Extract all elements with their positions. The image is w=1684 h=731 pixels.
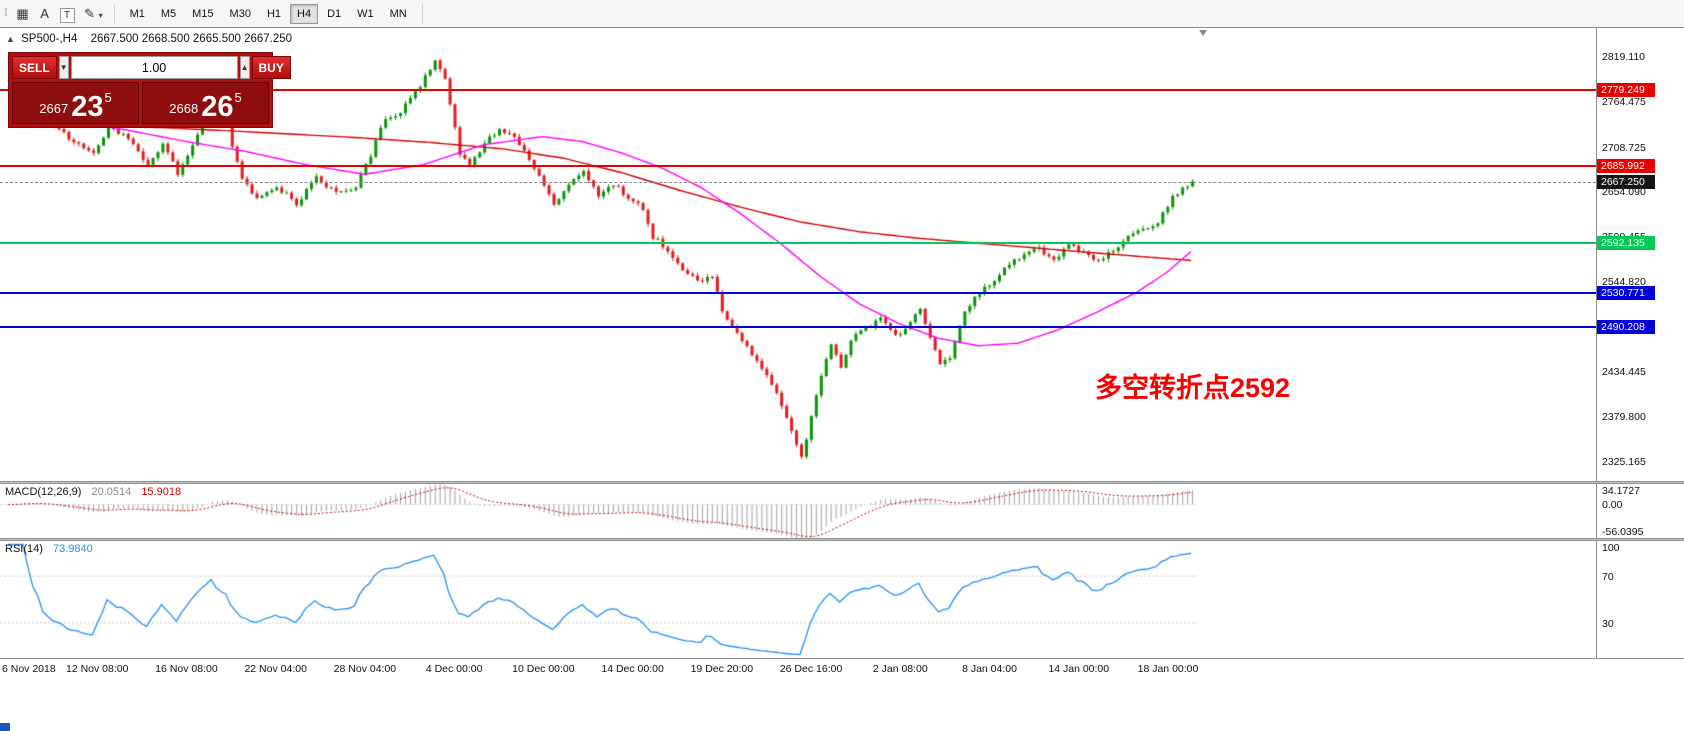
timeframe-button-W1[interactable]: W1 [350,4,381,24]
time-axis-label: 2 Jan 08:00 [872,663,928,675]
ohlc-values: 2667.500 2668.500 2665.500 2667.250 [90,33,293,45]
price-level-badge: 2530.771 [1597,286,1655,301]
price-axis-label: 2764.475 [1602,95,1646,108]
price-axis-label: 2708.725 [1602,141,1646,154]
bid-price-display[interactable]: 2667 23 5 [12,82,139,124]
top-toolbar: ⁞⁞ ▦ A T ✎ ▾ M1 M5 M15 M30 H1 H4 D1 W1 MN [0,0,1684,28]
level-line-2779.249[interactable] [0,88,1596,91]
chart-window: ▲ SP500-,H4 2667.500 2668.500 2665.500 2… [0,28,1684,678]
ask-price-pip: 5 [234,90,242,105]
toolbar-separator [421,3,423,24]
price-axis-label: 2434.445 [1602,366,1646,379]
time-axis[interactable]: 6 Nov 2018 12 Nov 08:00 16 Nov 08:00 22 Nov… [0,658,1684,678]
price-axis-label: 2379.800 [1602,411,1646,424]
price-chart-canvas[interactable] [0,28,1596,678]
timeframe-button-M1[interactable]: M1 [123,4,152,24]
time-axis-label: 22 Nov 04:00 [244,663,307,675]
rsi-axis-label: 100 [1602,542,1620,554]
rsi-value: 73.9840 [52,543,93,555]
time-axis-label: 28 Nov 04:00 [333,663,397,675]
price-level-badge: 2779.249 [1597,82,1655,97]
chart-shift-marker[interactable] [1199,30,1207,36]
timeframe-button-H1[interactable]: H1 [260,4,288,24]
bid-price-big-digits: 23 [71,91,104,124]
timeframe-button-MN[interactable]: MN [383,4,414,24]
macd-main-value: 20.0514 [91,486,132,498]
level-line-2490.208[interactable] [0,325,1596,328]
price-level-badge: 2685.992 [1597,159,1655,174]
timeframe-button-M30[interactable]: M30 [223,4,258,24]
time-axis-label: 18 Jan 00:00 [1137,663,1199,675]
ask-price-big-digits: 26 [201,91,234,124]
dropdown-caret-icon[interactable]: ▾ [98,10,103,20]
rsi-axis-label: 70 [1602,571,1614,584]
trade-controls-row: SELL ▼ ▲ BUY [12,56,291,79]
timeframe-button-M5[interactable]: M5 [154,4,183,24]
volume-input[interactable] [70,56,238,79]
time-axis-label: 14 Dec 00:00 [601,663,664,675]
price-axis-label: 2325.165 [1602,456,1646,468]
current-price-badge: 2667.250 [1597,174,1655,189]
time-axis-label: 6 Nov 2018 [2,663,56,675]
timeframe-button-D1[interactable]: D1 [320,4,348,24]
toolbar-separator [113,3,115,24]
ask-price-display[interactable]: 2668 26 5 [142,82,269,124]
time-axis-label: 19 Dec 20:00 [690,663,754,675]
price-axis-label: 2544.820 [1602,275,1646,288]
time-axis-label: 8 Jan 04:00 [962,663,1017,675]
bottom-left-marker [0,723,10,731]
level-line-2530.771[interactable] [0,292,1596,295]
price-axis-label: 2819.110 [1602,51,1646,63]
macd-indicator-label: MACD(12,26,9) 20.0514 15.9018 [5,486,181,498]
sell-button[interactable]: SELL [12,56,57,79]
bottom-strip [0,678,1684,731]
chart-title: ▲ SP500-,H4 2667.500 2668.500 2665.500 2… [6,33,292,45]
price-level-badge: 2490.208 [1597,319,1655,334]
quote-display-row: 2667 23 5 2668 26 5 [12,82,269,124]
rsi-axis-label: 30 [1602,617,1614,630]
rsi-indicator-label: RSI(14) 73.9840 [5,543,93,555]
price-axis[interactable]: 2819.1102764.4752708.7252654.0902599.455… [1596,28,1684,678]
volume-increase-button[interactable]: ▲ [239,56,250,79]
rsi-name: RSI(14) [5,543,43,555]
toolbar-drag-handle[interactable]: ⁞⁞ [4,8,7,19]
bid-price-pip: 5 [104,90,112,105]
timeframe-button-M15[interactable]: M15 [185,4,220,24]
pane-separator-rsi[interactable] [0,538,1684,541]
time-axis-label: 16 Nov 08:00 [155,663,218,675]
time-axis-label: 12 Nov 08:00 [65,663,129,675]
draw-tools-icon[interactable]: ✎ [84,5,96,21]
last-price-line [0,181,1596,183]
buy-button[interactable]: BUY [251,56,291,79]
volume-decrease-button[interactable]: ▼ [58,56,69,79]
time-axis-label: 10 Dec 00:00 [512,663,575,675]
macd-axis-label: -56.0395 [1602,526,1644,538]
drawing-tools-group: ▦ A T ✎ ▾ [12,5,107,23]
ask-price-main: 2668 [169,101,199,116]
macd-name: MACD(12,26,9) [5,486,82,498]
level-line-2685.992[interactable] [0,165,1596,168]
price-axis-label: 2654.090 [1602,186,1646,199]
bid-price-main: 2667 [39,101,69,116]
pane-separator-macd[interactable] [0,481,1684,484]
chart-objects-icon[interactable]: ▦ [16,5,29,21]
text-frame-icon[interactable]: T [59,7,75,23]
level-line-2592.135[interactable] [0,242,1596,245]
price-level-badge: 2592.135 [1597,236,1655,251]
macd-signal-value: 15.9018 [141,486,182,498]
symbol-marker-icon: ▲ [6,34,15,44]
time-axis-label: 4 Dec 00:00 [425,663,483,675]
one-click-trading-panel: SELL ▼ ▲ BUY 2667 23 5 2668 26 5 [8,52,291,128]
macd-axis-label: 0.00 [1602,499,1623,512]
macd-axis-label: 34.1727 [1602,485,1640,497]
chart-annotation-text: 多空转折点2592 [1095,373,1291,403]
time-axis-label: 26 Dec 16:00 [779,663,843,675]
symbol-period-label: SP500-,H4 [21,33,78,45]
time-axis-label: 14 Jan 00:00 [1048,663,1110,675]
timeframe-buttons-group: M1 M5 M15 M30 H1 H4 D1 W1 MN [122,3,415,24]
timeframe-button-H4[interactable]: H4 [290,3,319,24]
text-label-icon[interactable]: A [40,5,49,21]
